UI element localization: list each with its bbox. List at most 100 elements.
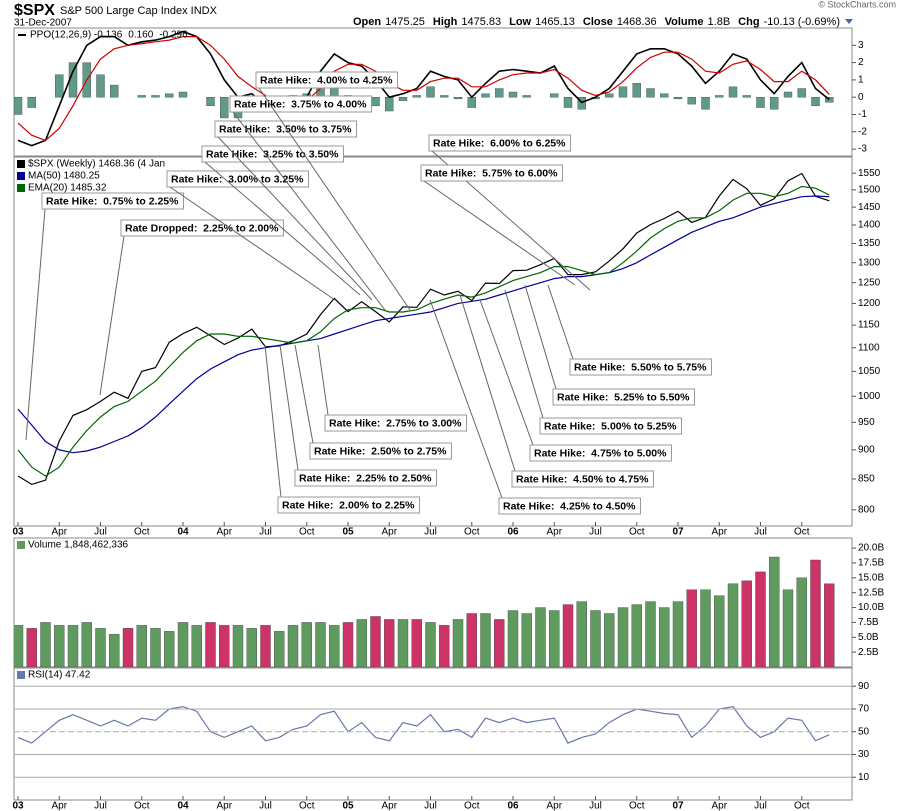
legend-swatch: [17, 160, 25, 168]
bar: [14, 625, 24, 667]
bar: [480, 613, 491, 667]
annotation-box: [255, 71, 398, 89]
annotation-box: [420, 164, 563, 182]
y-tick-label: 70: [858, 704, 870, 715]
bar: [673, 96, 683, 100]
bar: [315, 622, 326, 667]
series-line: [17, 36, 830, 142]
bar: [645, 601, 656, 667]
annotation: Rate Hike: 4.50% to 4.75%: [516, 473, 649, 485]
legend-entry: Volume 1,848,462,336: [28, 540, 129, 551]
y-tick-label: 1350: [858, 238, 881, 249]
x-tick-label: 05: [342, 801, 354, 811]
bar: [96, 74, 105, 98]
x-tick-label: Oct: [629, 801, 645, 811]
x-tick-label: Oct: [794, 527, 810, 538]
date: 31-Dec-2007: [14, 18, 72, 29]
x-tick-label: Apr: [381, 527, 397, 538]
annotation-leader: [294, 344, 314, 444]
quote: Open 1475.25 High 1475.83 Low 1465.13 Close 146…: [353, 16, 840, 28]
x-tick-label: Apr: [381, 801, 397, 811]
legend-entry: $SPX (Weekly) 1468.36 (4 Jan: [28, 159, 165, 170]
bar: [741, 580, 752, 667]
quote-label: Chg: [738, 16, 759, 28]
annotation: Rate Dropped: 2.25% to 2.00%: [125, 222, 279, 234]
annotation: Rate Hike: 3.25% to 3.50%: [206, 148, 339, 160]
annotation-leader: [504, 289, 544, 419]
x-tick-label: Oct: [629, 527, 645, 538]
quote-label: Volume: [665, 16, 704, 28]
bar: [549, 610, 560, 667]
bar: [604, 613, 615, 667]
annotation-box: [552, 388, 695, 406]
annotation-box: [41, 192, 184, 210]
annotation-leader: [217, 136, 373, 301]
bar: [756, 96, 765, 108]
x-tick-label: Apr: [711, 801, 727, 811]
y-tick-label: 0: [858, 92, 864, 103]
annotation-box: [569, 358, 712, 376]
x-tick-label: Oct: [794, 801, 810, 811]
annotation-leader: [279, 344, 299, 471]
annotation-box: [229, 95, 372, 113]
bar: [727, 583, 739, 667]
legend-entry: RSI(14) 47.42: [28, 670, 91, 681]
bar: [370, 616, 381, 667]
bar: [191, 625, 202, 667]
series-line: [17, 30, 830, 147]
annotation: Rate Hike: 3.00% to 3.25%: [171, 173, 304, 185]
y-tick-label: 5.0B: [858, 632, 879, 643]
bar: [618, 86, 628, 98]
annotation: Rate Hike: 5.50% to 5.75%: [574, 361, 707, 373]
quote-label: Open: [353, 16, 381, 28]
legend-entry: -0.296: [159, 30, 188, 41]
bar: [440, 95, 449, 98]
bar: [535, 607, 546, 667]
x-tick-label: Jul: [424, 801, 437, 811]
x-tick-label: Apr: [546, 527, 562, 538]
bar: [631, 604, 642, 667]
bar: [617, 607, 629, 667]
x-tick-label: Jul: [754, 527, 767, 538]
menu-arrow[interactable]: [845, 19, 853, 24]
bar: [137, 95, 146, 98]
bar: [701, 96, 710, 110]
x-tick-label: 07: [672, 801, 684, 811]
annotation: Rate Hike: 3.75% to 4.00%: [234, 98, 367, 110]
legend-swatch: [17, 172, 25, 180]
bar: [452, 619, 464, 667]
annotation: Rate Hike: 6.00% to 6.25%: [433, 137, 566, 149]
x-tick-label: Oct: [299, 801, 315, 811]
bar: [632, 83, 641, 98]
bar: [605, 93, 614, 98]
y-tick-label: 15.0B: [858, 572, 884, 583]
y-tick-label: 10.0B: [858, 602, 884, 613]
bar: [287, 625, 299, 667]
bar: [466, 613, 477, 667]
bar: [26, 628, 37, 667]
bar: [356, 619, 367, 667]
quote-value: 1465.13: [535, 16, 575, 28]
bar: [384, 619, 395, 667]
x-tick-label: Apr: [51, 527, 67, 538]
bar: [811, 96, 820, 107]
series-line: [17, 706, 830, 744]
bar: [426, 86, 435, 98]
panel-frame: [13, 667, 853, 801]
bar: [109, 634, 120, 667]
annotation: Rate Hike: 5.00% to 5.25%: [544, 420, 677, 432]
bar: [521, 613, 532, 667]
bar: [206, 96, 215, 107]
x-tick-label: Jul: [424, 527, 437, 538]
y-tick-label: 3: [858, 40, 864, 51]
x-tick-label: 03: [12, 527, 24, 538]
annotation: Rate Hike: 5.25% to 5.50%: [557, 391, 690, 403]
x-tick-label: Jul: [754, 801, 767, 811]
annotation: Rate Hike: 2.00% to 2.25%: [282, 499, 415, 511]
bar: [14, 96, 23, 115]
x-tick-label: Oct: [464, 801, 480, 811]
bar: [755, 571, 766, 667]
bar: [769, 556, 780, 667]
y-tick-label: 90: [858, 681, 870, 692]
bar: [151, 95, 160, 98]
